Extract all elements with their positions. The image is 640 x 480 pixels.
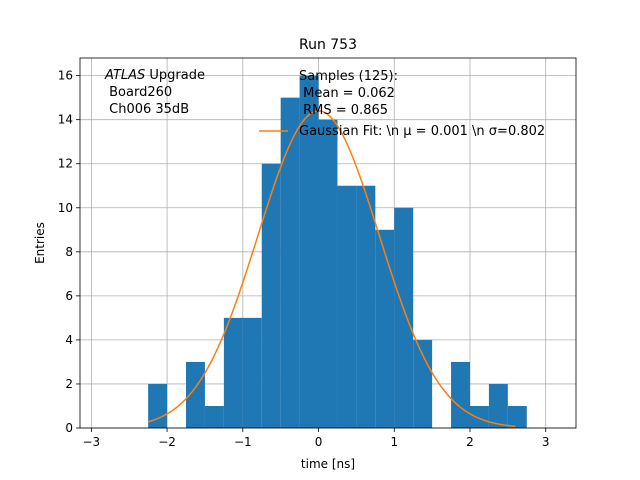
x-tick-label: 1 <box>390 435 398 449</box>
y-axis-label: Entries <box>33 222 47 264</box>
histogram-bar <box>318 119 338 429</box>
x-axis-label: time [ns] <box>301 457 355 471</box>
experiment-annotation: ATLAS Upgrade Board260 Ch006 35dB <box>104 68 205 117</box>
y-tick-label: 10 <box>58 201 73 215</box>
y-tick-label: 0 <box>65 421 73 435</box>
histogram-bar <box>413 339 433 428</box>
y-axis-ticks: 0 2 4 6 8 10 12 14 16 <box>58 69 80 435</box>
histogram-bar <box>356 185 376 428</box>
y-tick-label: 6 <box>65 289 73 303</box>
x-tick-label: −3 <box>83 435 101 449</box>
legend-fit-label: Gaussian Fit: \n μ = 0.001 \n σ=0.802 <box>299 124 545 139</box>
experiment-label: ATLAS Upgrade <box>104 68 205 83</box>
histogram-bar <box>469 405 489 428</box>
y-tick-label: 14 <box>58 113 73 127</box>
legend-samples-mean: Mean = 0.062 <box>299 86 395 101</box>
histogram-bar <box>375 229 395 428</box>
legend-samples-rms: RMS = 0.865 <box>299 103 388 118</box>
x-tick-label: −2 <box>158 435 176 449</box>
histogram-bar <box>507 405 527 428</box>
legend-samples-header: Samples (125): <box>299 69 398 84</box>
channel-label: Ch006 35dB <box>105 102 189 117</box>
x-tick-label: 3 <box>542 435 550 449</box>
histogram-bar <box>337 185 357 428</box>
x-tick-label: 2 <box>466 435 474 449</box>
y-tick-label: 2 <box>65 377 73 391</box>
y-tick-label: 4 <box>65 333 73 347</box>
histogram-bar <box>186 361 205 428</box>
histogram-bar <box>223 317 243 428</box>
experiment-italic: ATLAS <box>104 68 145 83</box>
histogram-bar <box>394 207 414 428</box>
experiment-rest: Upgrade <box>145 68 205 83</box>
histogram-bar <box>299 75 319 428</box>
x-axis-ticks: −3 −2 −1 0 1 2 3 <box>83 428 550 449</box>
gaussian-fit-curve <box>147 110 516 428</box>
y-tick-label: 8 <box>65 245 73 259</box>
histogram-bar <box>488 383 508 428</box>
y-tick-label: 16 <box>58 69 73 83</box>
x-tick-label: −1 <box>234 435 252 449</box>
histogram-bar <box>204 405 224 428</box>
chart-title: Run 753 <box>299 37 357 53</box>
plot-frame <box>79 57 577 429</box>
x-tick-label: 0 <box>315 435 323 449</box>
histogram-bar <box>451 361 470 428</box>
board-label: Board260 <box>105 85 172 100</box>
histogram-bar <box>242 317 262 428</box>
histogram-bar <box>280 97 300 429</box>
legend: Samples (125): Mean = 0.062 RMS = 0.865 … <box>259 69 545 139</box>
histogram-bar <box>261 163 281 428</box>
y-tick-label: 12 <box>58 157 73 171</box>
